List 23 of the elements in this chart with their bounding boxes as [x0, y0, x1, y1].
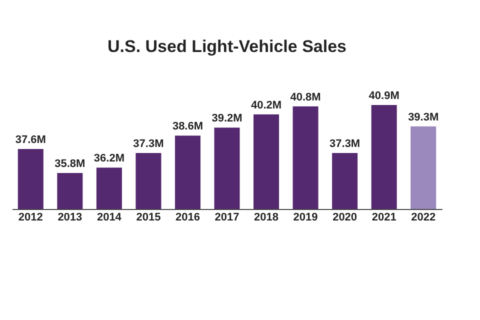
data-label: 35.8M: [54, 158, 86, 170]
x-tick-label: 2022: [411, 212, 436, 224]
chart-title: U.S. Used Light-Vehicle Sales: [107, 37, 347, 56]
data-label: 37.6M: [15, 134, 46, 146]
data-label: 37.3M: [133, 138, 164, 150]
x-tick-label: 2017: [214, 212, 240, 224]
x-tick-label: 2020: [332, 212, 358, 224]
data-label: 37.3M: [330, 138, 360, 150]
data-label: 40.9M: [368, 90, 400, 102]
x-tick-label: 2021: [372, 212, 396, 224]
data-label: 36.2M: [94, 152, 124, 165]
data-label: 39.3M: [408, 111, 439, 124]
data-label: 39.2M: [212, 112, 242, 125]
x-tick-label: 2015: [136, 212, 161, 224]
x-tick-label: 2018: [254, 212, 279, 224]
x-tick-label: 2016: [175, 212, 200, 224]
data-label: 40.2M: [250, 99, 282, 112]
data-label: 40.8M: [290, 91, 321, 104]
x-tick-label: 2014: [96, 212, 122, 224]
data-label: 38.6M: [172, 120, 204, 133]
x-tick-label: 2013: [58, 212, 82, 224]
x-tick-label: 2012: [18, 212, 43, 224]
x-tick-label: 2019: [293, 212, 318, 224]
